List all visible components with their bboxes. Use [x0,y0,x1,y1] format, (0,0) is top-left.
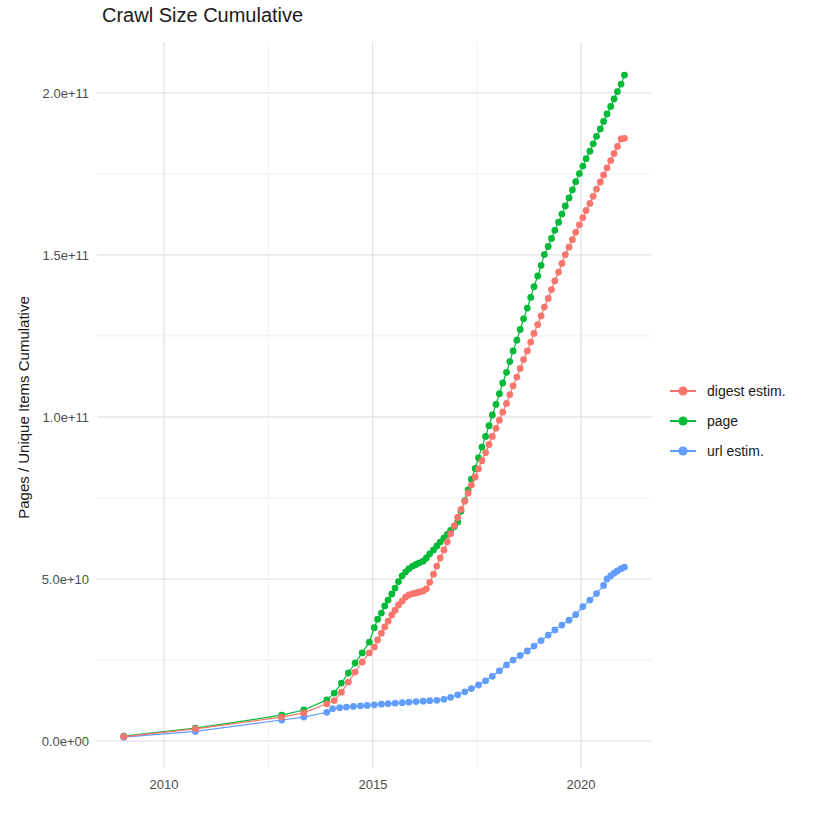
y-tick-label: 0.0e+00 [19,734,89,749]
legend-item-digest-estim-: digest estim. [668,376,786,406]
series-digest-estim- [120,135,628,740]
legend-key-icon [668,412,698,430]
legend-key-icon [668,442,698,460]
legend-item-page: page [668,406,786,436]
legend: digest estim. page url estim. [668,376,786,466]
y-tick-label: 2.0e+11 [19,86,89,101]
x-tick-label: 2020 [551,777,611,792]
legend-item-url-estim-: url estim. [668,436,786,466]
legend-label: page [707,413,738,429]
gridlines-major [97,42,652,768]
gridlines-minor [97,42,652,768]
y-tick-label: 1.0e+11 [19,410,89,425]
x-tick-label: 2010 [134,777,194,792]
series-page [120,72,628,740]
y-tick-label: 1.5e+11 [19,248,89,263]
y-tick-label: 5.0e+10 [19,572,89,587]
crawl-size-cumulative-chart: Crawl Size Cumulative Pages / Unique Ite… [0,0,826,827]
legend-label: digest estim. [707,383,786,399]
legend-key-icon [668,382,698,400]
series-url-estim- [120,564,628,741]
x-tick-label: 2015 [343,777,403,792]
legend-label: url estim. [707,443,764,459]
